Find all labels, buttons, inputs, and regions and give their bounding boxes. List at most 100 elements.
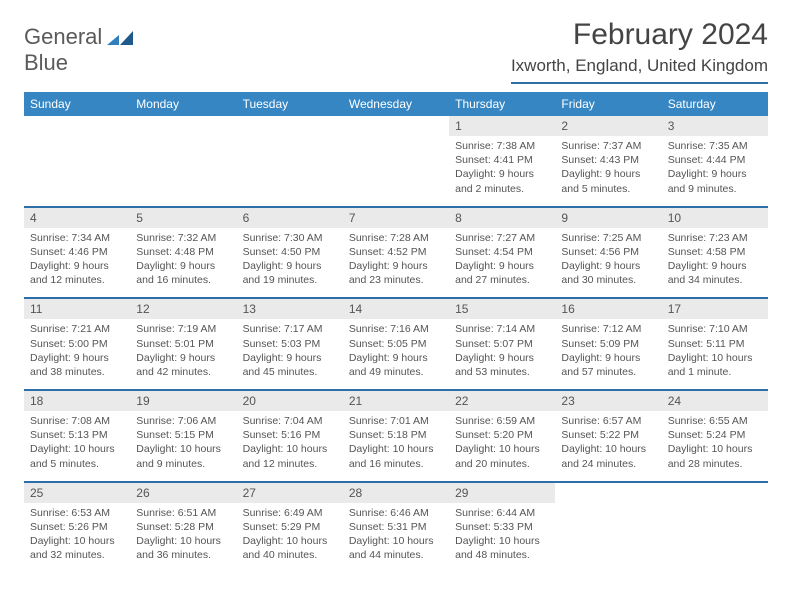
day-number: 2 <box>555 116 661 136</box>
sunrise: Sunrise: 6:53 AM <box>30 506 124 520</box>
sunrise: Sunrise: 7:08 AM <box>30 414 124 428</box>
day-number: 15 <box>449 299 555 319</box>
weekday-wednesday: Wednesday <box>343 92 449 116</box>
day-number: 18 <box>24 391 130 411</box>
day-body: Sunrise: 7:12 AMSunset: 5:09 PMDaylight:… <box>555 319 661 389</box>
sunrise: Sunrise: 7:14 AM <box>455 322 549 336</box>
weekday-row: SundayMondayTuesdayWednesdayThursdayFrid… <box>24 92 768 116</box>
title-block: February 2024 Ixworth, England, United K… <box>511 18 768 84</box>
day-number: 20 <box>237 391 343 411</box>
weekday-thursday: Thursday <box>449 92 555 116</box>
sunset: Sunset: 5:00 PM <box>30 337 124 351</box>
day-cell <box>343 116 449 207</box>
day-cell: 1Sunrise: 7:38 AMSunset: 4:41 PMDaylight… <box>449 116 555 207</box>
location: Ixworth, England, United Kingdom <box>511 56 768 84</box>
sunrise: Sunrise: 6:57 AM <box>561 414 655 428</box>
sunset: Sunset: 5:18 PM <box>349 428 443 442</box>
sunrise: Sunrise: 7:28 AM <box>349 231 443 245</box>
week-row: 25Sunrise: 6:53 AMSunset: 5:26 PMDayligh… <box>24 482 768 573</box>
day-number: 17 <box>662 299 768 319</box>
day-number: 25 <box>24 483 130 503</box>
day-number: 26 <box>130 483 236 503</box>
day-cell: 12Sunrise: 7:19 AMSunset: 5:01 PMDayligh… <box>130 298 236 390</box>
day-number: 10 <box>662 208 768 228</box>
day-cell: 28Sunrise: 6:46 AMSunset: 5:31 PMDayligh… <box>343 482 449 573</box>
day-cell <box>24 116 130 207</box>
day-body: Sunrise: 7:21 AMSunset: 5:00 PMDaylight:… <box>24 319 130 389</box>
sunrise: Sunrise: 7:04 AM <box>243 414 337 428</box>
sunrise: Sunrise: 6:51 AM <box>136 506 230 520</box>
daylight: Daylight: 9 hours and 57 minutes. <box>561 351 655 379</box>
day-cell <box>130 116 236 207</box>
sunrise: Sunrise: 7:34 AM <box>30 231 124 245</box>
day-cell: 9Sunrise: 7:25 AMSunset: 4:56 PMDaylight… <box>555 207 661 299</box>
daylight: Daylight: 9 hours and 34 minutes. <box>668 259 762 287</box>
daylight: Daylight: 10 hours and 44 minutes. <box>349 534 443 562</box>
day-number: 28 <box>343 483 449 503</box>
day-cell: 15Sunrise: 7:14 AMSunset: 5:07 PMDayligh… <box>449 298 555 390</box>
day-body: Sunrise: 6:51 AMSunset: 5:28 PMDaylight:… <box>130 503 236 573</box>
sunset: Sunset: 4:43 PM <box>561 153 655 167</box>
sunset: Sunset: 5:29 PM <box>243 520 337 534</box>
day-number: 22 <box>449 391 555 411</box>
day-number: 24 <box>662 391 768 411</box>
day-number: 9 <box>555 208 661 228</box>
day-number: 16 <box>555 299 661 319</box>
day-cell: 2Sunrise: 7:37 AMSunset: 4:43 PMDaylight… <box>555 116 661 207</box>
day-cell: 4Sunrise: 7:34 AMSunset: 4:46 PMDaylight… <box>24 207 130 299</box>
header: General Blue February 2024 Ixworth, Engl… <box>24 18 768 84</box>
day-cell: 7Sunrise: 7:28 AMSunset: 4:52 PMDaylight… <box>343 207 449 299</box>
day-number: 5 <box>130 208 236 228</box>
day-cell: 17Sunrise: 7:10 AMSunset: 5:11 PMDayligh… <box>662 298 768 390</box>
day-cell: 19Sunrise: 7:06 AMSunset: 5:15 PMDayligh… <box>130 390 236 482</box>
day-number: 11 <box>24 299 130 319</box>
sunrise: Sunrise: 7:12 AM <box>561 322 655 336</box>
daylight: Daylight: 9 hours and 5 minutes. <box>561 167 655 195</box>
daylight: Daylight: 10 hours and 1 minute. <box>668 351 762 379</box>
day-number: 8 <box>449 208 555 228</box>
week-row: 18Sunrise: 7:08 AMSunset: 5:13 PMDayligh… <box>24 390 768 482</box>
day-body: Sunrise: 6:57 AMSunset: 5:22 PMDaylight:… <box>555 411 661 481</box>
sunset: Sunset: 4:44 PM <box>668 153 762 167</box>
sunset: Sunset: 5:07 PM <box>455 337 549 351</box>
day-body: Sunrise: 7:34 AMSunset: 4:46 PMDaylight:… <box>24 228 130 298</box>
daylight: Daylight: 9 hours and 9 minutes. <box>668 167 762 195</box>
day-body: Sunrise: 6:46 AMSunset: 5:31 PMDaylight:… <box>343 503 449 573</box>
sunset: Sunset: 5:28 PM <box>136 520 230 534</box>
day-body: Sunrise: 7:04 AMSunset: 5:16 PMDaylight:… <box>237 411 343 481</box>
day-cell: 10Sunrise: 7:23 AMSunset: 4:58 PMDayligh… <box>662 207 768 299</box>
day-cell: 20Sunrise: 7:04 AMSunset: 5:16 PMDayligh… <box>237 390 343 482</box>
sunset: Sunset: 5:09 PM <box>561 337 655 351</box>
month-title: February 2024 <box>511 18 768 52</box>
day-cell: 11Sunrise: 7:21 AMSunset: 5:00 PMDayligh… <box>24 298 130 390</box>
day-body: Sunrise: 7:06 AMSunset: 5:15 PMDaylight:… <box>130 411 236 481</box>
sunrise: Sunrise: 7:25 AM <box>561 231 655 245</box>
day-number: 3 <box>662 116 768 136</box>
sunset: Sunset: 5:01 PM <box>136 337 230 351</box>
sunrise: Sunrise: 7:38 AM <box>455 139 549 153</box>
daylight: Daylight: 9 hours and 30 minutes. <box>561 259 655 287</box>
daylight: Daylight: 10 hours and 32 minutes. <box>30 534 124 562</box>
day-body: Sunrise: 6:59 AMSunset: 5:20 PMDaylight:… <box>449 411 555 481</box>
day-body: Sunrise: 7:35 AMSunset: 4:44 PMDaylight:… <box>662 136 768 206</box>
weekday-tuesday: Tuesday <box>237 92 343 116</box>
sunrise: Sunrise: 7:01 AM <box>349 414 443 428</box>
day-cell: 23Sunrise: 6:57 AMSunset: 5:22 PMDayligh… <box>555 390 661 482</box>
day-cell: 29Sunrise: 6:44 AMSunset: 5:33 PMDayligh… <box>449 482 555 573</box>
daylight: Daylight: 10 hours and 28 minutes. <box>668 442 762 470</box>
calendar-table: SundayMondayTuesdayWednesdayThursdayFrid… <box>24 92 768 572</box>
sunset: Sunset: 4:50 PM <box>243 245 337 259</box>
daylight: Daylight: 10 hours and 24 minutes. <box>561 442 655 470</box>
sunset: Sunset: 5:16 PM <box>243 428 337 442</box>
day-body: Sunrise: 7:14 AMSunset: 5:07 PMDaylight:… <box>449 319 555 389</box>
calendar-body: 1Sunrise: 7:38 AMSunset: 4:41 PMDaylight… <box>24 116 768 572</box>
day-number: 23 <box>555 391 661 411</box>
day-body: Sunrise: 6:53 AMSunset: 5:26 PMDaylight:… <box>24 503 130 573</box>
daylight: Daylight: 9 hours and 53 minutes. <box>455 351 549 379</box>
daylight: Daylight: 10 hours and 9 minutes. <box>136 442 230 470</box>
day-body: Sunrise: 6:44 AMSunset: 5:33 PMDaylight:… <box>449 503 555 573</box>
day-number: 21 <box>343 391 449 411</box>
day-number: 14 <box>343 299 449 319</box>
day-cell: 3Sunrise: 7:35 AMSunset: 4:44 PMDaylight… <box>662 116 768 207</box>
sunrise: Sunrise: 7:06 AM <box>136 414 230 428</box>
